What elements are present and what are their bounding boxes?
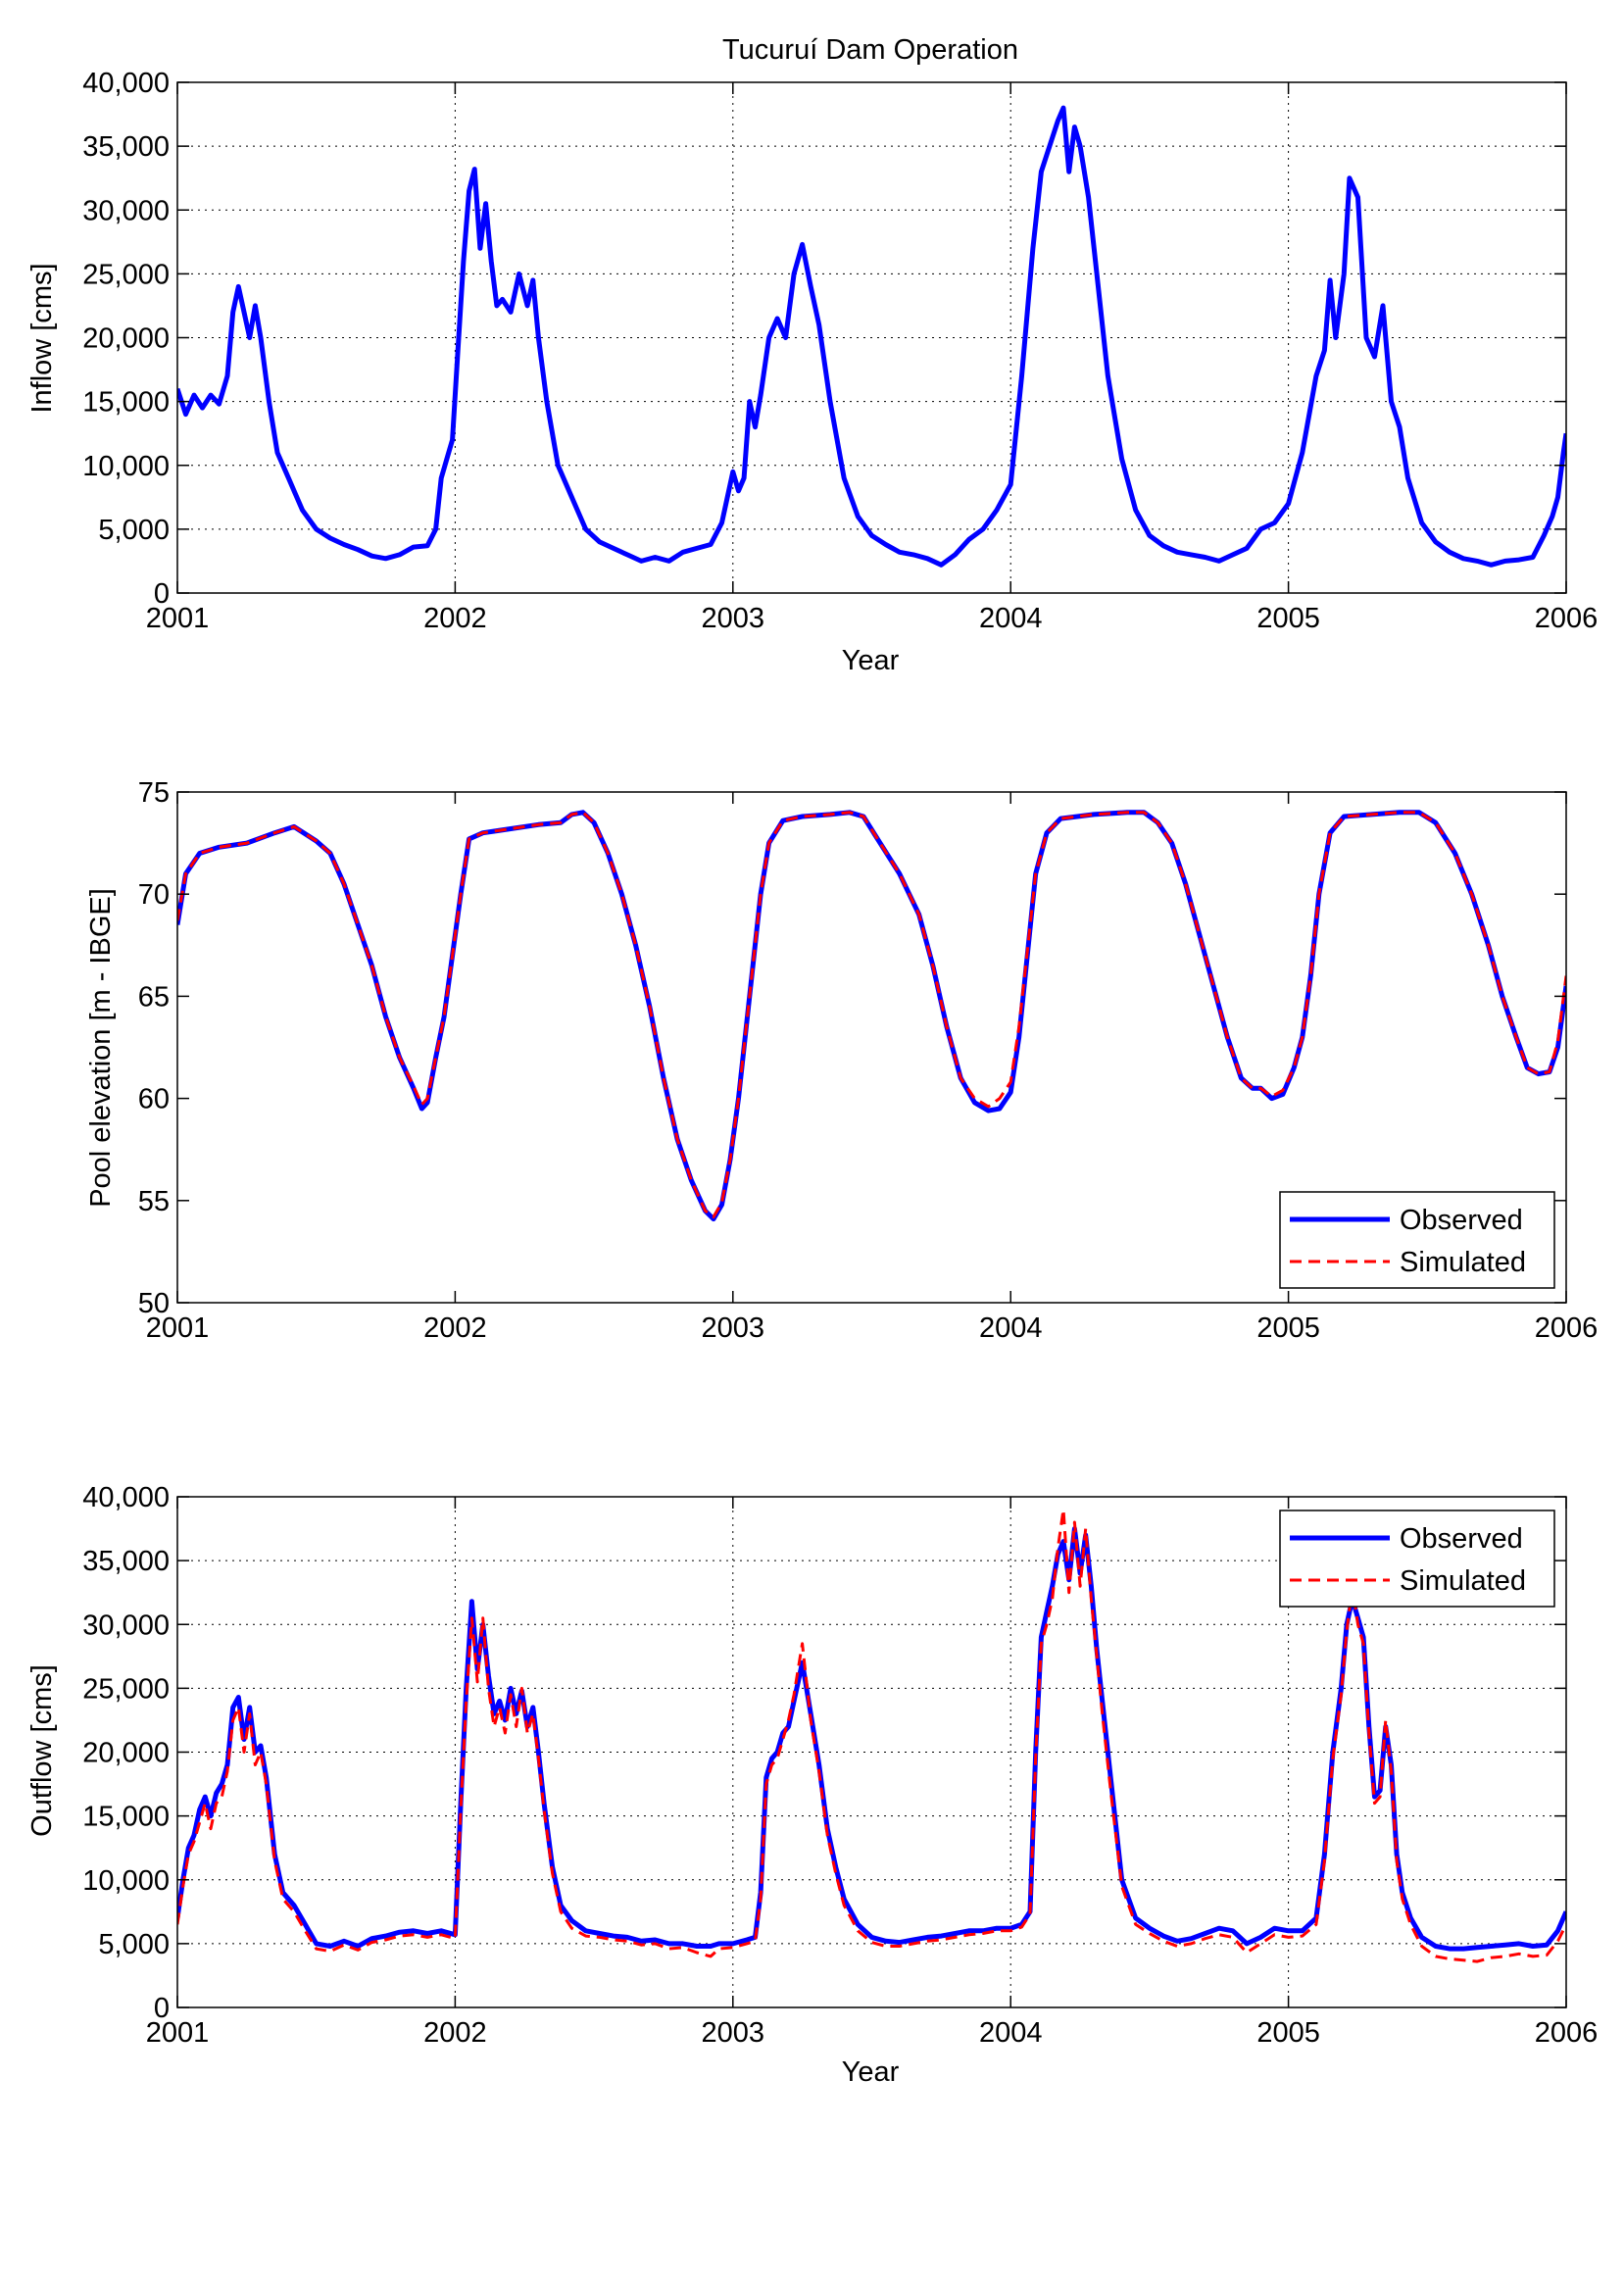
y-tick-label: 60	[138, 1084, 170, 1115]
x-tick-label: 2006	[1535, 603, 1599, 634]
plot-series	[177, 1508, 1566, 1963]
y-tick-label: 25,000	[82, 259, 170, 290]
x-tick-label: 2003	[702, 2017, 765, 2049]
x-tick-label: 2004	[979, 603, 1043, 634]
legend-label: Simulated	[1400, 1247, 1526, 1278]
x-tick-label: 2001	[146, 603, 210, 634]
y-tick-label: 50	[138, 1288, 170, 1319]
y-tick-label: 35,000	[82, 131, 170, 163]
plot-series	[177, 810, 1566, 1222]
y-tick-label: 5,000	[98, 1929, 170, 1960]
y-tick-label: 35,000	[82, 1546, 170, 1577]
legend: Observed Simulated	[1279, 1510, 1555, 1608]
y-tick-label: 15,000	[82, 387, 170, 419]
x-tick-label: 2006	[1535, 2017, 1599, 2049]
y-tick-label: 40,000	[82, 68, 170, 99]
axes-box	[176, 791, 1567, 1304]
y-tick-label: 10,000	[82, 1865, 170, 1897]
y-axis-label: Pool elevation [m - IBGE]	[85, 888, 117, 1208]
x-tick-label: 2003	[702, 603, 765, 634]
legend-label: Observed	[1400, 1523, 1523, 1555]
y-tick-label: 20,000	[82, 323, 170, 355]
x-tick-label: 2002	[423, 603, 487, 634]
y-tick-label: 0	[154, 1993, 170, 2024]
legend: Observed Simulated	[1279, 1191, 1555, 1289]
plot-series	[177, 105, 1566, 568]
y-tick-label: 75	[138, 777, 170, 809]
legend-box	[1279, 1510, 1555, 1608]
y-tick-label: 40,000	[82, 1482, 170, 1513]
y-tick-label: 70	[138, 879, 170, 911]
y-tick-label: 55	[138, 1186, 170, 1217]
inflow-series-line	[177, 105, 1566, 568]
x-tick-label: 2001	[146, 1312, 210, 1344]
legend-box	[1279, 1191, 1555, 1289]
y-tick-label: 0	[154, 578, 170, 610]
simulated-series-line	[177, 811, 1566, 1218]
legend-label: Simulated	[1400, 1565, 1526, 1597]
y-axis-label: Outflow [cms]	[26, 1664, 58, 1837]
legend-label: Observed	[1400, 1205, 1523, 1236]
y-tick-label: 65	[138, 981, 170, 1013]
x-tick-label: 2002	[423, 1312, 487, 1344]
y-tick-label: 5,000	[98, 515, 170, 546]
x-tick-label: 2003	[702, 1312, 765, 1344]
y-tick-label: 30,000	[82, 195, 170, 226]
x-axis-label: Year	[842, 645, 900, 676]
x-tick-label: 2005	[1256, 1312, 1320, 1344]
y-axis-label: Inflow [cms]	[26, 263, 58, 413]
x-axis-label: Year	[842, 2056, 900, 2088]
y-tick-label: 10,000	[82, 451, 170, 482]
x-tick-label: 2006	[1535, 1312, 1599, 1344]
chart-title: Tucuruí Dam Operation	[722, 34, 1018, 66]
y-tick-label: 15,000	[82, 1802, 170, 1833]
x-tick-label: 2004	[979, 1312, 1043, 1344]
x-tick-label: 2005	[1256, 603, 1320, 634]
x-tick-label: 2004	[979, 2017, 1043, 2049]
grid	[177, 82, 1566, 593]
x-tick-label: 2001	[146, 2017, 210, 2049]
y-tick-label: 25,000	[82, 1673, 170, 1705]
y-tick-label: 20,000	[82, 1738, 170, 1769]
x-tick-label: 2005	[1256, 2017, 1320, 2049]
outflow-chart: 2001 2002 2003 2004 2005 2006 0 5,000 10,000 15,0…	[26, 1482, 1598, 2088]
y-tick-label: 30,000	[82, 1609, 170, 1641]
inflow-chart: Tucuruí Dam Operation 2001 2002 2003 2004 20…	[26, 34, 1598, 676]
x-tick-label: 2002	[423, 2017, 487, 2049]
pool-elevation-chart: 2001 2002 2003 2004 2005 2006 50 55 60 65 70 75 Obse…	[85, 777, 1598, 1344]
